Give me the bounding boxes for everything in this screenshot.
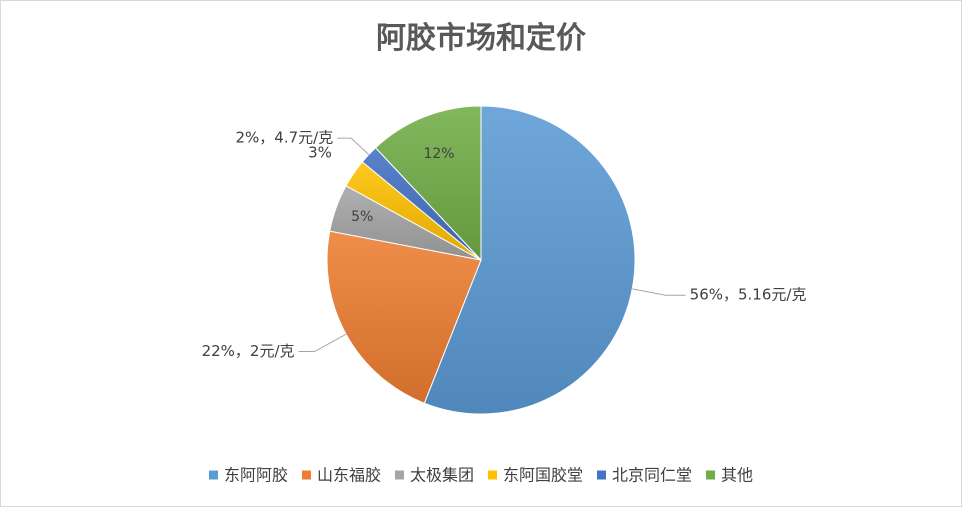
legend-label-6: 其他: [721, 466, 753, 485]
legend-label-3: 太极集团: [410, 466, 474, 485]
legend-item-6: 其他: [706, 466, 753, 485]
slice-5-leader-line: [337, 137, 370, 155]
legend-item-3: 太极集团: [395, 466, 474, 485]
slice-1-wedge: [423, 105, 636, 415]
legend-marker-2: [302, 470, 311, 480]
legend-marker-5: [597, 470, 606, 480]
legend-item-5: 北京同仁堂: [597, 466, 692, 485]
legend-label-1: 东阿阿胶: [224, 466, 288, 485]
legend-item-1: 东阿阿胶: [209, 466, 288, 485]
slice-1-data-label: 56%，5.16元/克: [690, 286, 807, 304]
slice-3-data-label: 5%: [351, 209, 373, 225]
slice-2-wedge: [326, 230, 482, 404]
legend-marker-4: [488, 470, 497, 480]
slice-4-data-label: 3%: [308, 143, 332, 161]
legend-item-4: 东阿国胶堂: [488, 466, 583, 485]
chart-title: 阿胶市场和定价: [376, 21, 586, 56]
legend-item-2: 山东福胶: [302, 466, 381, 485]
legend: 东阿阿胶 山东福胶 太极集团 东阿国胶堂 北京同仁堂 其他: [209, 466, 753, 485]
slice-5-data-label: 2%，4.7元/克: [236, 129, 334, 147]
slice-1-leader-line: [632, 288, 686, 296]
slice-2-leader-line: [298, 333, 347, 353]
slice-6-wedge: [374, 105, 482, 262]
data-labels: 56%，5.16元/克 22%，2元/克 5% 3%2%，4.7元/克 12%: [202, 129, 807, 360]
legend-label-2: 山东福胶: [317, 466, 381, 485]
legend-marker-3: [395, 470, 404, 480]
slice-2-data-label: 22%，2元/克: [202, 342, 295, 360]
slice-6-data-label: 12%: [423, 146, 454, 162]
legend-marker-6: [706, 470, 715, 480]
legend-marker-1: [209, 470, 218, 480]
legend-label-4: 东阿国胶堂: [503, 466, 583, 485]
pie-slices: [326, 105, 636, 415]
legend-label-5: 北京同仁堂: [612, 466, 692, 485]
